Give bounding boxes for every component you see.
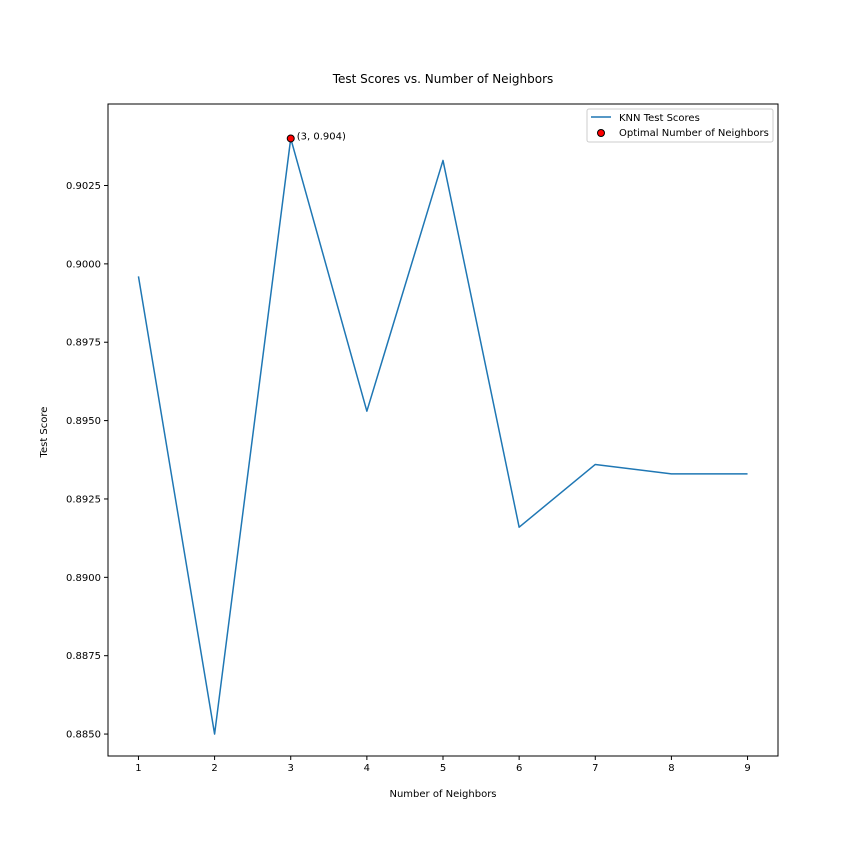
plot-area (107, 103, 779, 757)
y-tick-label: 0.9000 (66, 259, 101, 270)
y-tick-label: 0.8925 (66, 494, 101, 505)
y-tick-label: 0.8950 (66, 416, 101, 427)
y-tick-label: 0.8900 (66, 573, 101, 584)
x-tick-label: 7 (592, 763, 598, 774)
x-tick-label: 8 (668, 763, 674, 774)
y-axis-title: Test Score (39, 407, 50, 459)
x-tick-label: 2 (211, 763, 217, 774)
x-axis-title: Number of Neighbors (389, 789, 496, 800)
optimal-point (286, 134, 295, 143)
x-tick-label: 5 (440, 763, 446, 774)
y-tick-label: 0.9025 (66, 181, 101, 192)
x-tick-label: 9 (744, 763, 750, 774)
x-tick-label: 3 (288, 763, 294, 774)
x-tick-label: 1 (135, 763, 141, 774)
legend: KNN Test Scores Optimal Number of Neighb… (586, 108, 774, 143)
x-tick-label: 6 (516, 763, 522, 774)
optimal-point-annotation: (3, 0.904) (297, 131, 346, 142)
y-tick-label: 0.8850 (66, 730, 101, 741)
legend-point-marker (597, 129, 605, 137)
y-tick-label: 0.8875 (66, 651, 101, 662)
chart-title: Test Scores vs. Number of Neighbors (332, 72, 554, 86)
series-line-knn-test-scores (137, 137, 748, 735)
legend-entry-knn-test-scores: KNN Test Scores (619, 113, 700, 124)
series-layer: (3, 0.904) (137, 131, 748, 735)
legend-entry-optimal-number-of-neighbors: Optimal Number of Neighbors (619, 128, 769, 139)
legend-box (586, 108, 774, 143)
x-tick-label: 4 (364, 763, 370, 774)
y-axis: 0.8850 0.8875 0.8900 0.8925 0.8950 0.8975 0.90… (66, 181, 108, 741)
x-axis: 1 2 3 4 5 6 7 8 9 (135, 756, 751, 774)
y-tick-label: 0.8975 (66, 338, 101, 349)
